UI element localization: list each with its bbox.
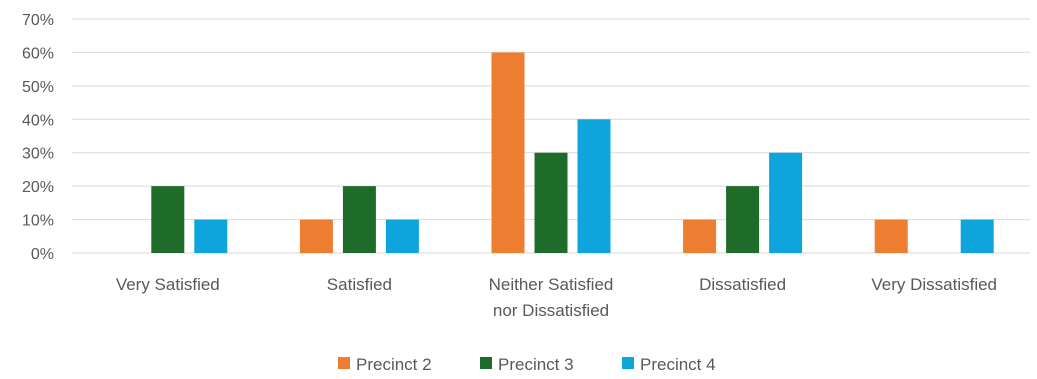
legend-item: Precinct 4 [622,355,716,374]
bar [874,219,908,253]
y-tick-label: 70% [22,12,54,29]
y-tick-label: 60% [22,45,54,62]
bar [299,219,333,253]
y-tick-label: 50% [22,79,54,96]
category-label: Very Satisfied [116,275,220,294]
y-tick-label: 30% [22,146,54,163]
bar [726,186,760,253]
bar [769,152,803,253]
bar [385,219,419,253]
legend: Precinct 2 Precinct 3 Precinct 4 [338,355,716,374]
legend-label: Precinct 3 [498,355,574,374]
category-label: Very Dissatisfied [871,275,997,294]
legend-label: Precinct 4 [640,355,716,374]
legend-swatch [338,357,350,369]
y-tick-label: 10% [22,213,54,230]
legend-item: Precinct 3 [480,355,574,374]
category-label: Neither Satisfied nor Dissatisfied [489,275,614,320]
bar [194,219,228,253]
legend-item: Precinct 2 [338,355,432,374]
bar [960,219,994,253]
category-label: Satisfied [327,275,392,294]
legend-swatch [622,357,634,369]
bars [151,52,994,254]
y-axis-ticks: 0% 10% 20% 30% 40% 50% 60% 70% [22,12,54,263]
bar [342,186,376,253]
bar [577,119,611,254]
legend-label: Precinct 2 [356,355,432,374]
y-tick-label: 0% [31,246,54,263]
bar [534,152,568,253]
bar [683,219,717,253]
bar [491,52,525,253]
bar [151,186,185,253]
y-tick-label: 20% [22,179,54,196]
category-labels: Very Satisfied Satisfied Neither Satisfied… [116,275,997,320]
category-label: Dissatisfied [699,275,786,294]
y-tick-label: 40% [22,112,54,129]
legend-swatch [480,357,492,369]
